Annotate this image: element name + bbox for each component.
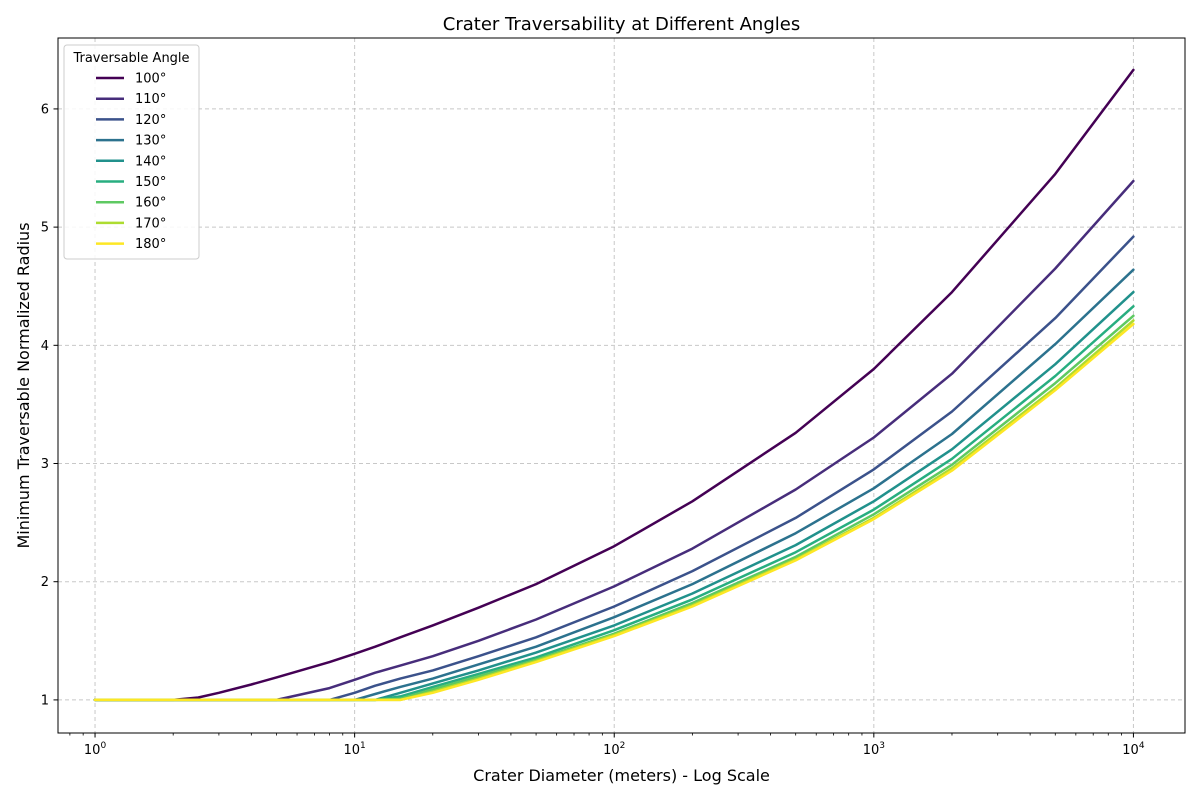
series-line <box>93 68 1135 702</box>
legend-label: 110° <box>135 92 166 107</box>
chart-title: Crater Traversability at Different Angle… <box>443 14 800 35</box>
x-tick-label: 100 <box>84 741 107 758</box>
x-tick-label: 101 <box>343 741 365 758</box>
y-tick-label: 5 <box>41 221 49 236</box>
x-tick-label: 103 <box>863 741 885 758</box>
series-lines <box>93 68 1135 702</box>
y-axis-label: Minimum Traversable Normalized Radius <box>14 222 33 548</box>
x-tick-label: 102 <box>603 741 625 758</box>
legend-label: 150° <box>135 175 166 190</box>
grid <box>58 38 1185 733</box>
y-tick-label: 3 <box>41 457 49 472</box>
legend-label: 120° <box>135 113 166 128</box>
y-axis-ticks: 1 2 3 4 5 6 <box>41 102 58 708</box>
y-tick-label: 2 <box>41 575 49 590</box>
y-tick-label: 1 <box>41 693 49 708</box>
legend-label: 160° <box>135 196 166 211</box>
legend: Traversable Angle 100° 110° 120° 130° 140° 15… <box>63 44 200 260</box>
x-tick-label: 104 <box>1122 741 1145 758</box>
x-axis-label: Crater Diameter (meters) - Log Scale <box>473 766 770 785</box>
legend-label: 170° <box>135 216 166 231</box>
legend-label: 140° <box>135 154 166 169</box>
plot-frame <box>57 37 1186 734</box>
legend-label: 100° <box>135 72 166 87</box>
x-axis-ticks: 100 101 102 103 104 <box>69 733 1145 758</box>
legend-title: Traversable Angle <box>72 51 189 66</box>
y-tick-label: 6 <box>41 102 49 117</box>
y-tick-label: 4 <box>41 339 49 354</box>
legend-box <box>63 44 200 260</box>
legend-label: 130° <box>135 134 166 149</box>
legend-label: 180° <box>135 237 166 252</box>
series-line <box>93 322 1135 702</box>
